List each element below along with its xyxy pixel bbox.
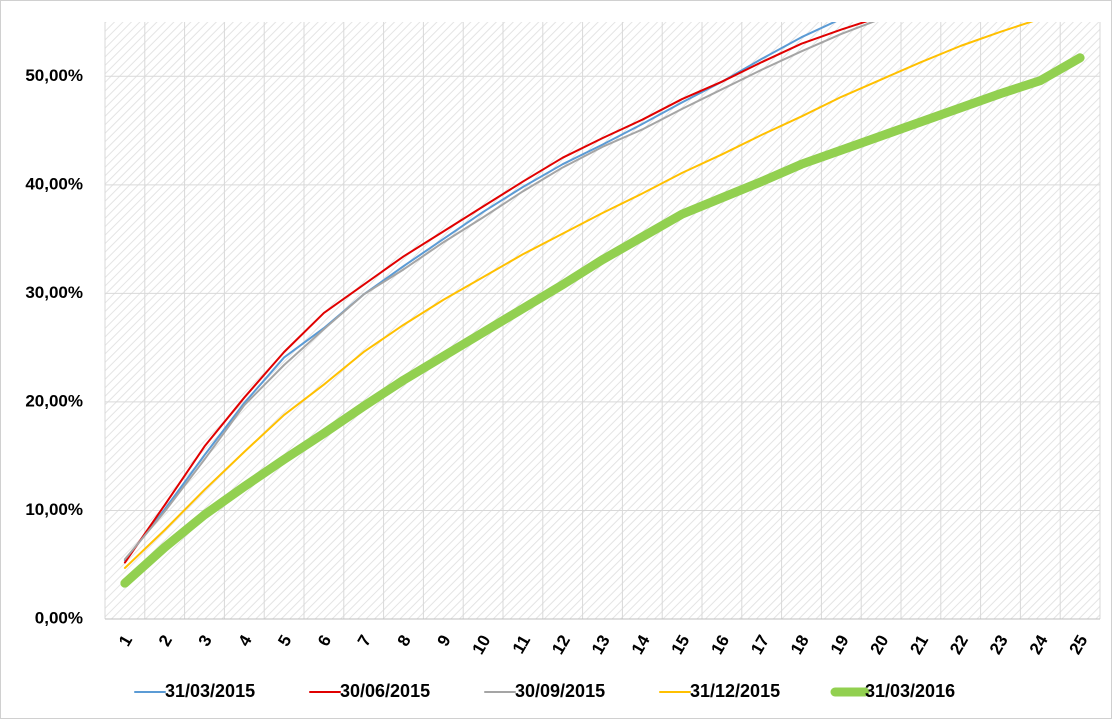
legend-label: 31/03/2015 <box>165 681 255 701</box>
y-tick-label: 20,00% <box>25 391 83 410</box>
series-line <box>123 22 876 561</box>
legend-label: 31/03/2016 <box>865 681 955 701</box>
y-tick-label: 50,00% <box>25 66 83 85</box>
legend-label: 30/06/2015 <box>340 681 430 701</box>
lines <box>120 22 1085 588</box>
series-line <box>123 22 868 564</box>
legend-label: 30/09/2015 <box>515 681 605 701</box>
y-tick-label: 40,00% <box>25 174 83 193</box>
series-line <box>120 53 1085 588</box>
y-tick-label: 0,00% <box>35 608 83 627</box>
y-tick-label: 10,00% <box>25 500 83 519</box>
series-line <box>123 22 1034 569</box>
legend-label: 31/12/2015 <box>690 681 780 701</box>
y-tick-label: 30,00% <box>25 283 83 302</box>
series-line <box>123 22 837 562</box>
